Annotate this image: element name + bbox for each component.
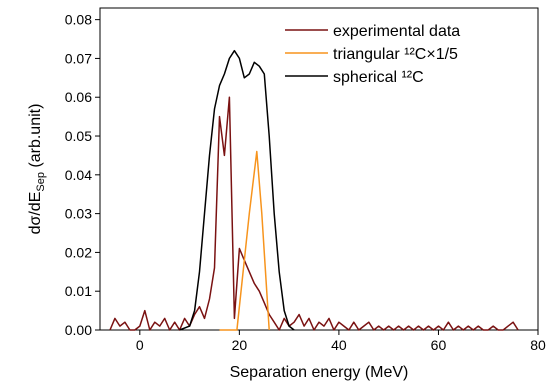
x-tick-label: 0 [136, 337, 144, 353]
series-line [109, 96, 519, 331]
plot-frame [99, 7, 539, 331]
legend-label: experimental data [333, 23, 460, 40]
y-label-rest: (arb.unit) [27, 104, 44, 172]
y-tick-label: 0.02 [65, 244, 92, 260]
x-axis-label: Separation energy (MeV) [230, 364, 409, 381]
series-line [219, 150, 270, 331]
y-tick-label: 0.00 [65, 322, 92, 338]
y-tick-label: 0.06 [65, 89, 92, 105]
x-tick-label: 60 [431, 337, 447, 353]
y-tick-label: 0.07 [65, 50, 92, 66]
y-tick-label: 0.04 [65, 167, 92, 183]
x-tick-label: 20 [232, 337, 248, 353]
y-label-sub: Sep [35, 172, 47, 192]
y-tick-label: 0.05 [65, 128, 92, 144]
x-tick-label: 40 [331, 337, 347, 353]
y-tick-label: 0.01 [65, 283, 92, 299]
series-line [179, 49, 295, 331]
x-tick-label: 80 [530, 337, 546, 353]
y-tick-label: 0.03 [65, 206, 92, 222]
legend-label: spherical ¹²C [333, 69, 424, 86]
legend-label: triangular ¹²C×1/5 [333, 46, 458, 63]
y-tick-label: 0.08 [65, 12, 92, 28]
y-axis-label: dσ/dESep (arb.unit) [27, 104, 47, 235]
y-label-main: dσ/dE [27, 192, 44, 235]
